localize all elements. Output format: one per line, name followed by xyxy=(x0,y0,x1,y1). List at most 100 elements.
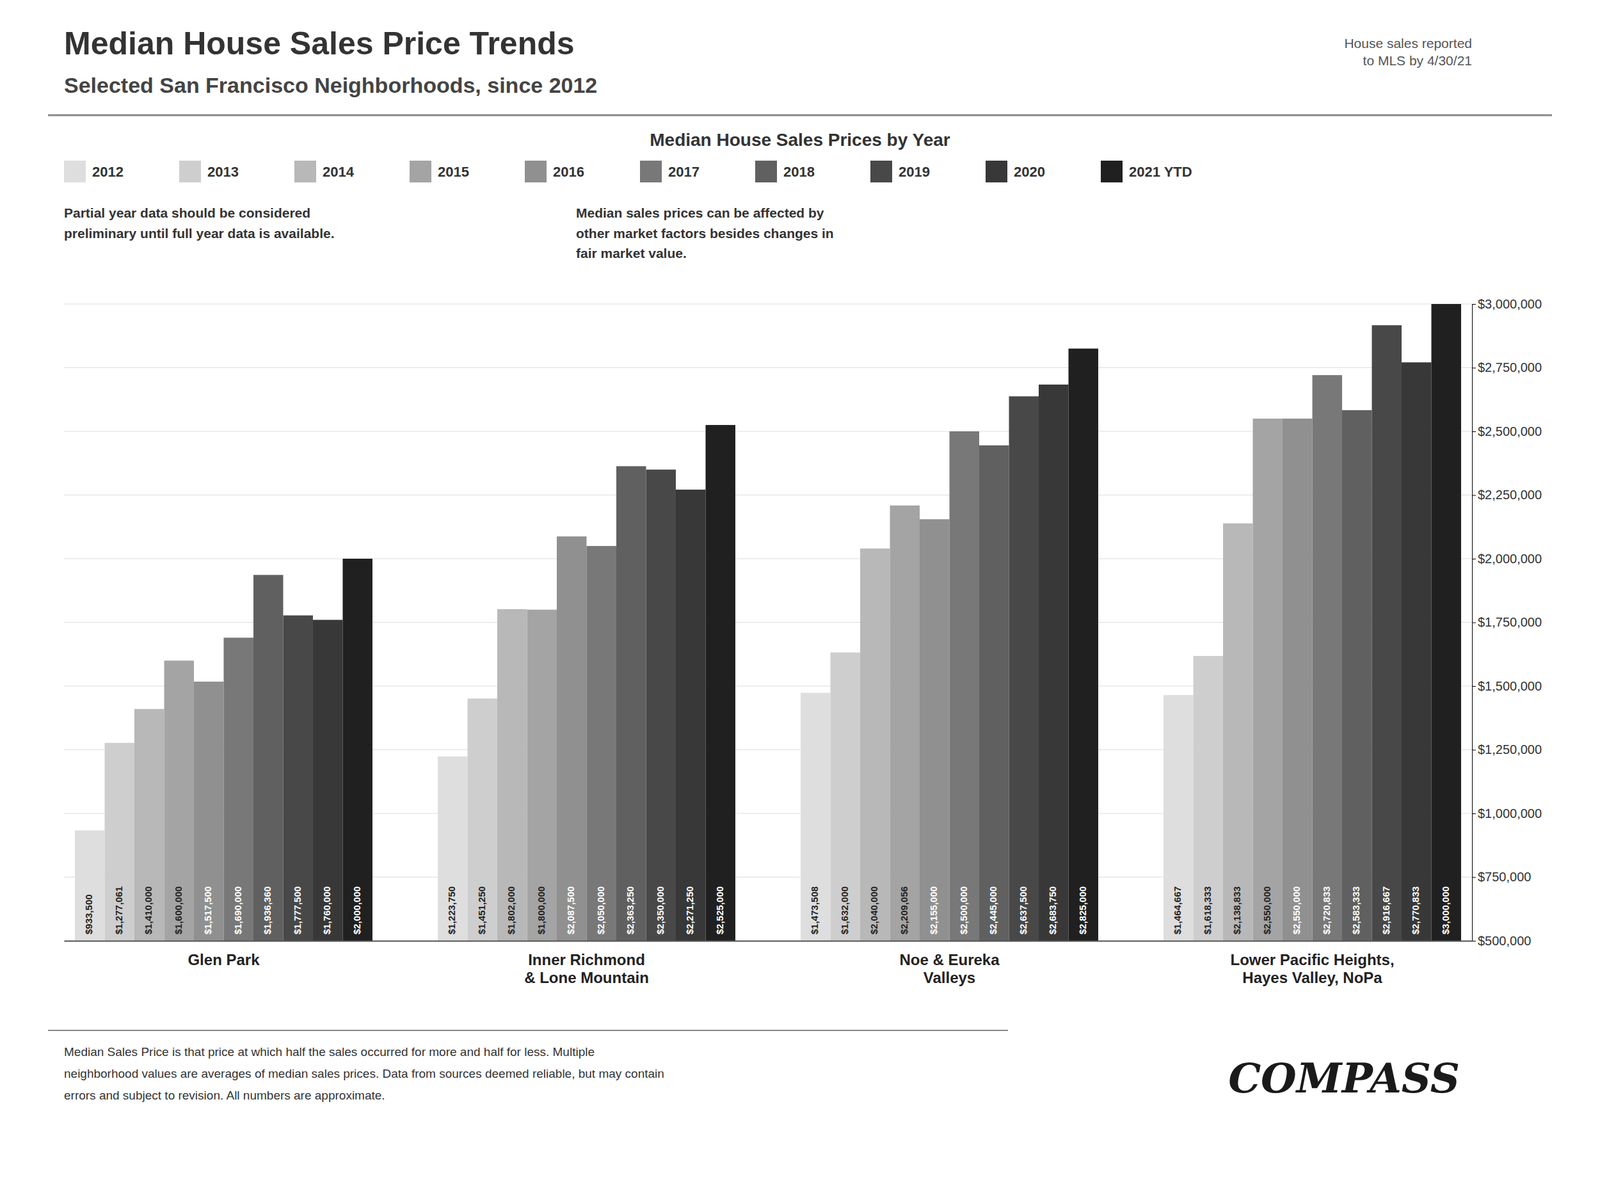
x-tick: Lower Pacific Heights,Hayes Valley, NoPa xyxy=(1230,951,1394,987)
chart: Median House Sales Price Trends Selected … xyxy=(0,0,1600,1200)
data-label: $2,000,000 xyxy=(351,886,363,935)
bar-series xyxy=(282,325,1402,941)
footer: Median Sales Price is that price at whic… xyxy=(64,1045,665,1103)
bar xyxy=(705,424,735,941)
text-line: errors and subject to revision. All numb… xyxy=(64,1088,386,1103)
text-line: neighborhood values are averages of medi… xyxy=(64,1066,665,1081)
bar xyxy=(1223,523,1253,941)
y-axis: $500,000$750,000$1,000,000$1,250,000$1,5… xyxy=(1472,296,1542,948)
x-tick-label: Glen Park xyxy=(187,951,260,969)
data-label: $1,517,500 xyxy=(202,886,214,935)
y-tick-mark xyxy=(1472,304,1476,305)
data-label: $2,050,000 xyxy=(595,886,607,935)
background xyxy=(0,0,1600,1200)
data-label: $933,500 xyxy=(83,894,95,935)
legend-item: 2013 xyxy=(179,160,239,183)
y-tick: $3,000,000 xyxy=(1472,296,1542,312)
legend: 2012201320142015201620172018201920202021… xyxy=(64,160,1193,183)
legend-swatch xyxy=(985,160,1008,183)
subtitle: Selected San Francisco Neighborhoods, si… xyxy=(64,72,598,98)
y-tick: $500,000 xyxy=(1472,933,1531,948)
legend-item: 2021 YTD xyxy=(1100,160,1193,183)
legend-label: 2017 xyxy=(668,163,700,180)
y-tick: $2,750,000 xyxy=(1472,360,1542,375)
data-label: $2,683,750 xyxy=(1047,886,1058,935)
y-tick-mark xyxy=(1472,368,1476,369)
y-tick: $2,250,000 xyxy=(1472,487,1542,502)
data-label: $1,802,000 xyxy=(505,886,517,935)
bar xyxy=(1401,362,1432,941)
data-label: $2,550,000 xyxy=(1261,886,1273,935)
bar xyxy=(527,609,557,941)
bar xyxy=(104,743,135,941)
data-label: $2,087,500 xyxy=(565,886,576,935)
grid-line xyxy=(64,367,1472,368)
y-tick: $1,750,000 xyxy=(1472,615,1542,630)
data-label: $1,936,360 xyxy=(261,886,273,935)
data-label: $2,916,667 xyxy=(1380,886,1392,935)
bar xyxy=(1253,418,1283,941)
legend-swatch xyxy=(640,160,662,183)
y-tick-label: $1,250,000 xyxy=(1477,742,1542,757)
text-line: Hayes Valley, NoPa xyxy=(1242,968,1383,987)
bar xyxy=(1372,325,1402,941)
bar xyxy=(556,536,587,941)
data-label: $2,500,000 xyxy=(958,886,969,935)
bar xyxy=(497,609,527,941)
data-label: $1,464,667 xyxy=(1171,886,1183,935)
legend-label: 2021 YTD xyxy=(1128,163,1193,180)
bar xyxy=(312,620,343,941)
legend-swatch xyxy=(870,160,893,183)
legend-item: 2016 xyxy=(524,160,585,183)
data-label: $1,410,000 xyxy=(142,886,154,935)
data-label: $2,550,000 xyxy=(1290,886,1302,935)
bar xyxy=(675,489,706,941)
y-tick-label: $2,750,000 xyxy=(1477,360,1542,375)
y-tick-label: $1,750,000 xyxy=(1477,615,1542,630)
legend-item: 2015 xyxy=(409,160,470,183)
bar xyxy=(586,545,616,941)
y-tick-label: $2,500,000 xyxy=(1477,424,1542,439)
bar xyxy=(1312,375,1343,941)
bar xyxy=(193,681,224,941)
data-label: $2,209,056 xyxy=(898,886,910,935)
bar xyxy=(437,756,468,941)
text-line: Median Sales Price is that price at whic… xyxy=(64,1045,595,1059)
y-tick-mark xyxy=(1472,877,1476,879)
bar xyxy=(342,558,372,941)
bars xyxy=(74,304,1462,941)
bar xyxy=(134,709,164,941)
y-axis-line xyxy=(1472,304,1477,942)
y-tick-mark xyxy=(1472,558,1476,560)
y-tick-mark xyxy=(1472,622,1476,624)
data-label: $2,138,833 xyxy=(1231,886,1243,935)
header-divider xyxy=(48,114,1552,117)
bar xyxy=(1431,304,1461,941)
data-label: $2,363,250 xyxy=(624,886,636,935)
text-line: preliminary until full year data is avai… xyxy=(64,225,335,241)
data-label: $2,770,833 xyxy=(1409,886,1421,935)
legend-swatch xyxy=(294,160,317,183)
bar xyxy=(919,519,950,941)
y-tick-mark xyxy=(1472,813,1476,815)
text-line: to MLS by 4/30/21 xyxy=(1363,53,1472,68)
legend-label: 2014 xyxy=(322,163,355,180)
data-label: $1,618,333 xyxy=(1201,886,1213,935)
y-tick: $1,500,000 xyxy=(1472,679,1542,694)
bar-series xyxy=(342,304,1462,941)
bar-series xyxy=(253,410,1373,941)
legend-swatch xyxy=(1100,160,1123,183)
y-tick: $2,500,000 xyxy=(1472,424,1542,439)
bar xyxy=(860,548,890,941)
text-line: Lower Pacific Heights, xyxy=(1230,951,1394,969)
x-tick-label: Lower Pacific Heights,Hayes Valley, NoPa xyxy=(1230,951,1394,987)
data-label: $2,720,833 xyxy=(1320,886,1332,935)
title: Median House Sales Price Trends xyxy=(64,25,575,62)
data-label: $1,223,750 xyxy=(446,886,457,935)
bar xyxy=(1068,348,1098,941)
x-tick: Inner Richmond& Lone Mountain xyxy=(524,951,649,987)
data-label: $2,525,000 xyxy=(714,886,726,935)
legend-item: 2018 xyxy=(755,160,815,183)
bar-series xyxy=(223,375,1343,941)
text-line: Inner Richmond xyxy=(528,951,646,969)
